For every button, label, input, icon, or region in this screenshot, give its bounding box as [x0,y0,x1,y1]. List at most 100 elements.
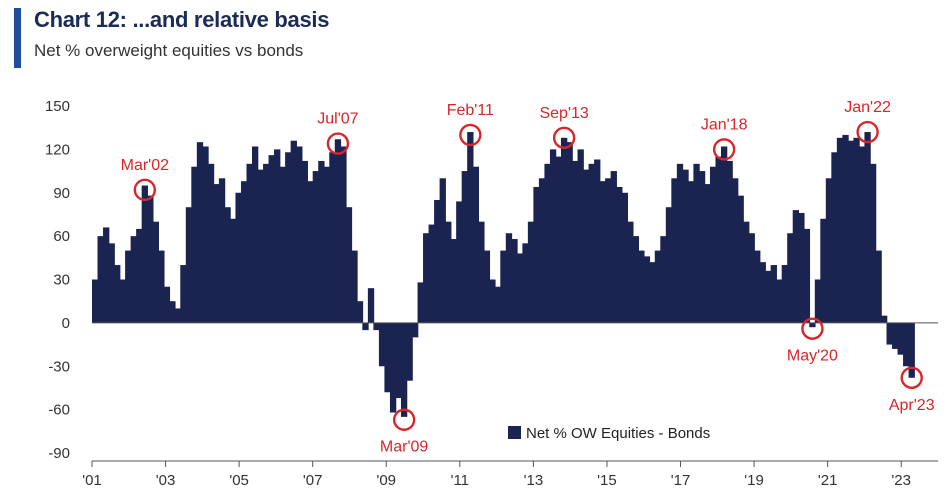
bar [489,279,496,323]
bar [599,181,606,323]
bar [649,262,656,323]
bar [560,137,568,323]
bar [345,207,353,323]
bar [737,195,744,323]
bar [169,301,176,323]
bar [538,178,546,323]
bar [798,212,805,323]
annotation-circle [712,138,736,161]
bar [119,279,126,323]
bar [632,236,640,323]
bar [130,236,137,323]
bar [616,186,623,323]
bar [572,160,579,323]
bar [908,322,915,378]
bar [516,253,524,323]
bar [467,132,474,323]
bar [682,169,689,323]
bar [307,181,314,323]
legend: Net % OW Equities - Bonds [508,425,710,442]
bar [720,146,728,323]
legend-swatch [508,426,521,439]
bar [218,178,226,323]
y-tick-label: 120 [45,141,70,158]
bar [395,322,402,399]
annotation-label: Mar'02 [121,157,170,174]
bar [743,221,750,323]
y-tick-label: -30 [48,358,70,375]
bar [461,171,468,323]
bar [825,178,833,323]
bar [296,146,303,323]
bar [478,221,485,323]
bar [406,322,413,381]
x-tick-label: '17 [671,472,691,489]
bar [654,250,662,323]
bar [676,163,684,323]
bar [754,250,761,323]
y-tick-label: -90 [48,445,70,462]
annotations: Mar'02 Jul'07 Mar'09 Feb'11 Sep'13 Jan'18 May'… [121,99,935,456]
bar [378,322,386,367]
annotation-label: May'20 [787,348,838,365]
bar [389,322,397,413]
annotation-circle [326,132,350,155]
y-axis: 150 120 90 60 30 0 -30 -60 -90 [45,98,70,462]
bar [527,221,535,323]
bar [820,218,827,323]
bar [511,239,518,323]
bar [185,207,193,323]
annotation-label: Apr'23 [889,397,935,414]
bar [423,233,430,323]
bar [814,279,822,323]
bar [136,228,143,323]
bar [709,166,717,323]
bar [627,221,634,323]
bar [687,181,695,323]
bar [748,233,755,323]
bar [400,322,408,417]
bar [781,265,788,323]
bar [698,171,706,323]
bar [588,163,595,323]
bar [847,140,855,323]
bar [671,178,678,323]
bar [842,134,849,323]
annotation-label: Jul'07 [317,111,358,128]
annotation-label: Jan'18 [701,116,748,133]
bar [114,265,121,323]
bar [494,286,502,323]
bar [875,250,882,323]
bar [356,301,364,323]
y-tick-label: 90 [53,185,70,202]
annotation-label: Jan'22 [844,99,891,116]
x-tick-label: '01 [82,472,102,489]
bar-series [92,132,915,417]
bar [334,139,342,323]
annotation-circle [133,178,157,202]
x-tick-label: '09 [376,472,396,489]
bar [759,262,766,323]
x-tick-label: '05 [229,472,249,489]
bar [158,250,165,323]
y-tick-label: 150 [45,98,70,115]
x-tick-label: '15 [597,472,617,489]
bar [152,221,160,323]
bar [213,184,220,323]
bar [549,149,557,323]
y-tick-label: 60 [53,228,70,245]
annotation-circle [856,120,879,144]
bar [660,236,667,323]
bar [103,227,110,323]
bar [621,192,628,323]
bar [456,201,463,323]
title-accent-bar [14,8,21,68]
bar [373,322,380,331]
bar [445,221,452,323]
bar [417,282,424,323]
bar [428,224,435,323]
bar [367,288,375,323]
bar [522,243,529,323]
x-tick-label: '23 [891,472,911,489]
bar [362,322,369,331]
